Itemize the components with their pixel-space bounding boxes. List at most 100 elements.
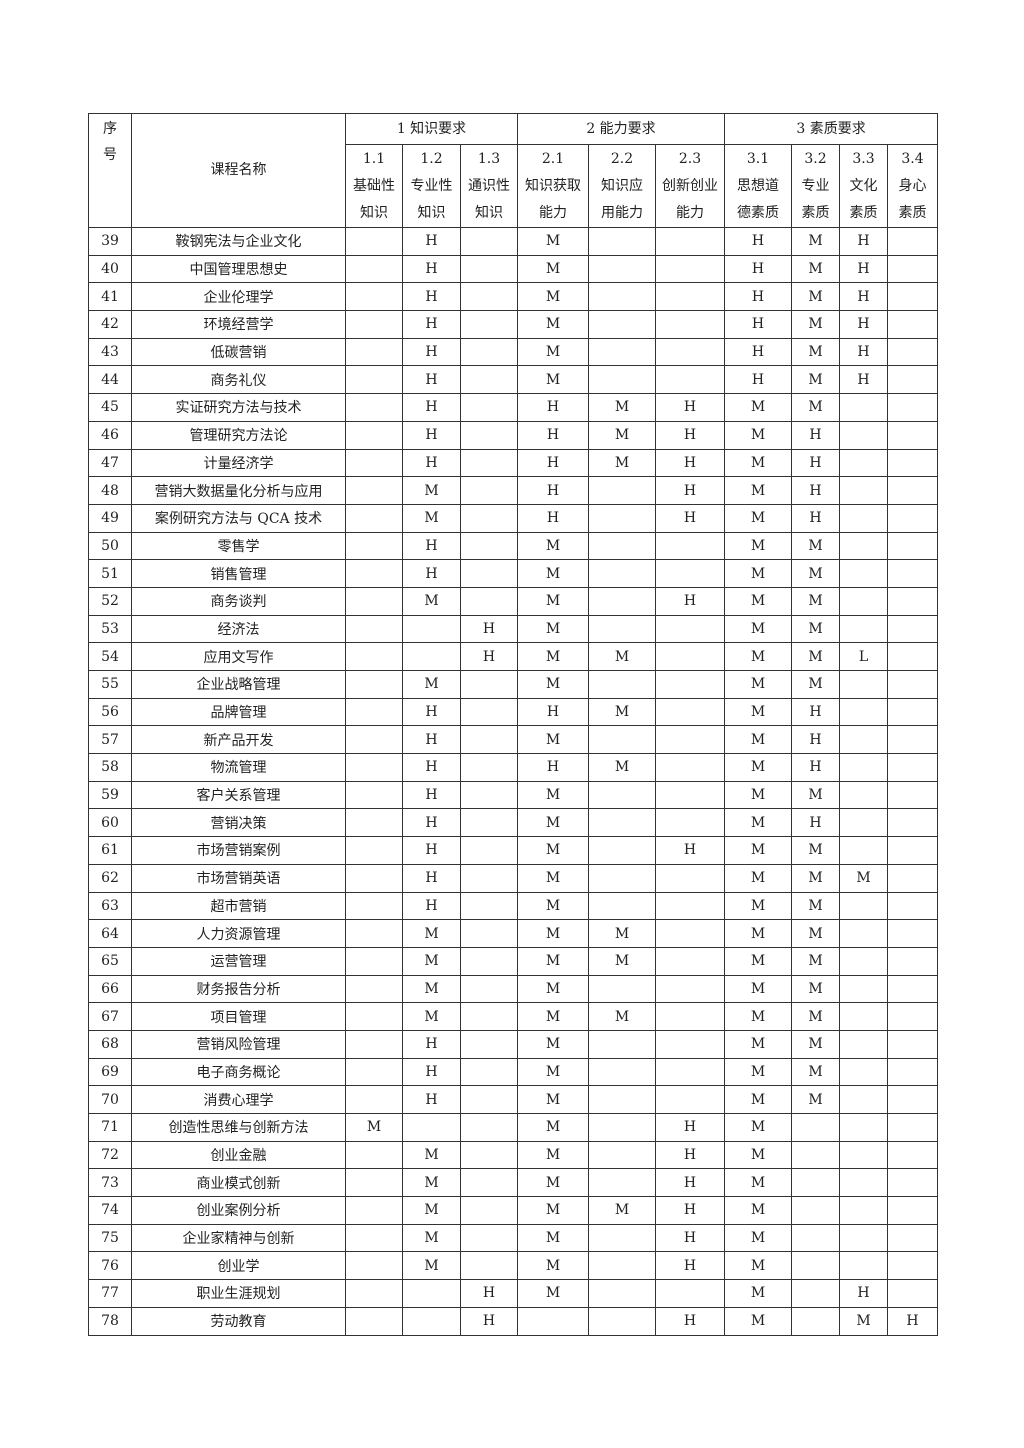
course-name: 商业模式创新 <box>131 1168 346 1198</box>
rating-cell <box>839 476 888 505</box>
rating-cell <box>886 974 939 1004</box>
rating-cell: M <box>791 1029 840 1059</box>
rating-cell <box>460 725 518 755</box>
table-row: 52 商务谈判 M M H M M <box>88 586 939 616</box>
rating-cell <box>839 1168 888 1198</box>
course-name: 客户关系管理 <box>131 780 346 810</box>
row-number: 61 <box>88 836 132 865</box>
rating-cell <box>886 642 939 671</box>
header-sub-3-1: 3.1 思想道 德素质 <box>724 144 792 228</box>
rating-cell: M <box>517 254 589 284</box>
table-row: 44 商务礼仪 H M H M H <box>88 365 939 395</box>
rating-cell <box>460 586 518 616</box>
rating-cell: H <box>791 476 840 505</box>
rating-cell: M <box>791 974 840 1004</box>
table-row: 39 鞍钢宪法与企业文化 H M H M H <box>88 227 939 256</box>
rating-cell: H <box>402 891 461 921</box>
rating-cell: M <box>791 282 840 312</box>
rating-cell <box>791 1113 840 1142</box>
header-sub-code: 3.4 <box>901 151 924 167</box>
rating-cell <box>886 836 939 865</box>
rating-cell: M <box>402 1251 461 1281</box>
rating-cell <box>886 227 939 256</box>
rating-cell: M <box>517 310 589 339</box>
rating-cell <box>460 1085 518 1114</box>
header-sub-l1: 思想道 <box>737 178 779 194</box>
table-row: 63 超市营销 H M M M <box>88 891 939 921</box>
rating-cell <box>886 863 939 893</box>
rating-cell <box>345 1029 403 1059</box>
rating-cell <box>345 1002 403 1031</box>
rating-cell <box>839 697 888 727</box>
header-sub-l1: 知识应 <box>601 178 643 194</box>
rating-cell <box>345 863 403 893</box>
row-number: 51 <box>88 559 132 588</box>
rating-cell: M <box>791 337 840 367</box>
row-number: 58 <box>88 753 132 782</box>
header-sub-2-3: 2.3 创新创业 能力 <box>655 144 725 228</box>
rating-cell <box>886 697 939 727</box>
course-name: 超市营销 <box>131 891 346 921</box>
table-row: 75 企业家精神与创新 M M H M <box>88 1223 939 1253</box>
rating-cell: H <box>655 1306 725 1336</box>
table-row: 41 企业伦理学 H M H M H <box>88 282 939 312</box>
rating-cell: M <box>517 1279 589 1308</box>
rating-cell: H <box>791 420 840 450</box>
table-row: 69 电子商务概论 H M M M <box>88 1057 939 1087</box>
rating-cell: H <box>655 393 725 422</box>
rating-cell: M <box>724 836 792 865</box>
rating-cell: H <box>402 1057 461 1087</box>
rating-cell: M <box>724 780 792 810</box>
rating-cell: M <box>791 891 840 921</box>
course-name: 鞍钢宪法与企业文化 <box>131 227 346 256</box>
rating-cell <box>460 1113 518 1142</box>
row-number: 63 <box>88 891 132 921</box>
rating-cell: M <box>724 1029 792 1059</box>
rating-cell <box>345 1085 403 1114</box>
rating-cell <box>345 642 403 671</box>
row-number: 65 <box>88 946 132 976</box>
table-row: 47 计量经济学 H H M H M H <box>88 448 939 478</box>
rating-cell: H <box>402 1029 461 1059</box>
header-sub-l2: 素质 <box>801 205 830 221</box>
rating-cell <box>345 1251 403 1281</box>
rating-cell <box>460 863 518 893</box>
header-sub-l2: 知识 <box>417 205 446 221</box>
course-name: 企业家精神与创新 <box>131 1223 346 1253</box>
rating-cell: M <box>345 1113 403 1142</box>
rating-cell: M <box>588 1196 656 1225</box>
rating-cell <box>886 725 939 755</box>
rating-cell <box>655 254 725 284</box>
table-row: 50 零售学 H M M M <box>88 531 939 561</box>
rating-cell: M <box>791 365 840 395</box>
rating-cell: H <box>655 1251 725 1281</box>
row-number: 77 <box>88 1279 132 1308</box>
header-sub-3-4: 3.4 身心 素质 <box>886 144 939 228</box>
rating-cell <box>655 227 725 256</box>
table-row: 72 创业金融 M M H M <box>88 1140 939 1170</box>
rating-cell <box>655 780 725 810</box>
rating-cell <box>655 725 725 755</box>
rating-cell <box>839 586 888 616</box>
header-sub-code: 2.2 <box>610 151 634 167</box>
rating-cell: M <box>724 1251 792 1281</box>
rating-cell <box>345 559 403 588</box>
rating-cell: H <box>655 1140 725 1170</box>
rating-cell: M <box>791 227 840 256</box>
rating-cell <box>655 808 725 838</box>
header-sub-l2: 德素质 <box>737 205 779 221</box>
row-number: 44 <box>88 365 132 395</box>
rating-cell <box>655 614 725 644</box>
header-group-ability: 2 能力要求 <box>517 113 725 145</box>
rating-cell <box>402 642 461 671</box>
rating-cell <box>791 1251 840 1281</box>
rating-cell: M <box>588 1002 656 1031</box>
course-name: 创业金融 <box>131 1140 346 1170</box>
rating-cell: H <box>655 476 725 505</box>
header-seq: 序号 <box>88 113 132 228</box>
rating-cell <box>839 614 888 644</box>
rating-cell: H <box>402 310 461 339</box>
rating-cell: M <box>402 1168 461 1198</box>
rating-cell: M <box>724 531 792 561</box>
course-name: 企业伦理学 <box>131 282 346 312</box>
